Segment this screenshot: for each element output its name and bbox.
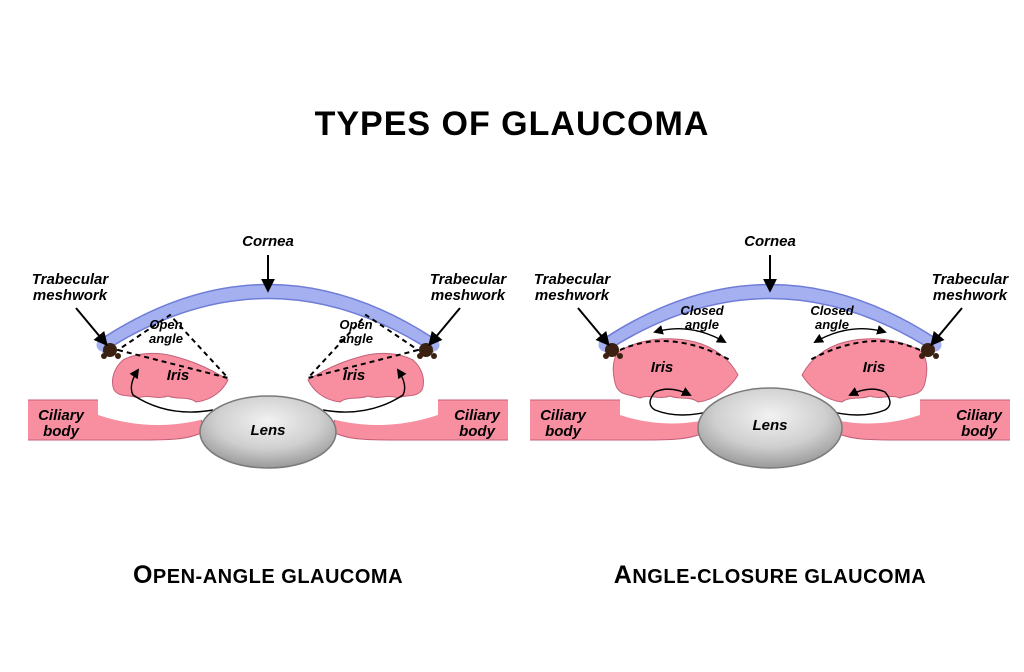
main-title: TYPES OF GLAUCOMA <box>0 105 1024 144</box>
label-closed-angle-left: Closedangle <box>670 304 734 331</box>
subtitle-open: OPEN-ANGLE GLAUCOMA <box>28 561 508 590</box>
label-trabecular-left: Trabecularmeshwork <box>22 272 118 304</box>
label-iris-left: Iris <box>642 360 682 376</box>
label-ciliary-left: Ciliarybody <box>26 408 96 440</box>
label-ciliary-left: Ciliarybody <box>528 408 598 440</box>
label-trabecular-right: Trabecularmeshwork <box>420 272 516 304</box>
eye-diagram-closed <box>530 210 1010 530</box>
label-iris-left: Iris <box>158 368 198 384</box>
label-cornea: Cornea <box>725 234 815 250</box>
cornea <box>605 292 935 346</box>
panel-angle-closure: Cornea Trabecularmeshwork Trabecularmesh… <box>530 210 1010 590</box>
label-lens: Lens <box>735 418 805 434</box>
label-ciliary-right: Ciliarybody <box>442 408 512 440</box>
label-trabecular-left: Trabecularmeshwork <box>524 272 620 304</box>
label-closed-angle-right: Closedangle <box>800 304 864 331</box>
label-iris-right: Iris <box>334 368 374 384</box>
eye-diagram-open <box>28 210 508 530</box>
label-ciliary-right: Ciliarybody <box>944 408 1014 440</box>
panel-open-angle: Cornea Trabecularmeshwork Trabecularmesh… <box>28 210 508 590</box>
label-open-angle-left: Openangle <box>136 318 196 345</box>
label-open-angle-right: Openangle <box>326 318 386 345</box>
label-cornea: Cornea <box>223 234 313 250</box>
label-trabecular-right: Trabecularmeshwork <box>922 272 1018 304</box>
label-iris-right: Iris <box>854 360 894 376</box>
label-lens: Lens <box>233 423 303 439</box>
subtitle-closed: ANGLE-CLOSURE GLAUCOMA <box>530 561 1010 590</box>
